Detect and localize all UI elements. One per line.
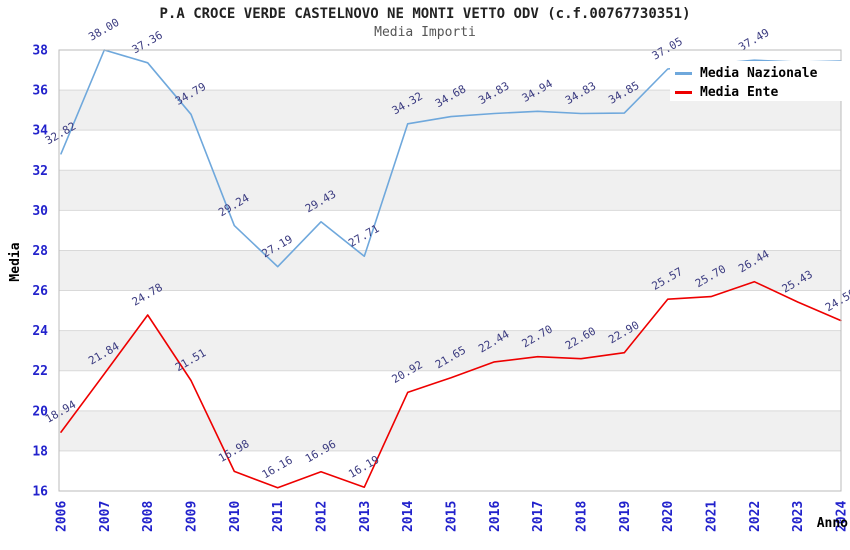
- x-tick-label: 2024: [835, 501, 850, 532]
- x-tick-label: 2017: [531, 501, 546, 532]
- ente-line-swatch-icon: [675, 91, 692, 94]
- x-tick-label: 2011: [271, 501, 286, 532]
- legend-item-nazionale: Media Nazionale: [675, 64, 842, 83]
- ente-line: [60, 280, 842, 489]
- x-tick-label: 2013: [358, 501, 373, 532]
- plot-band: [59, 410, 841, 451]
- y-tick-label: 32: [32, 164, 48, 179]
- plot-band: [59, 290, 841, 331]
- x-tick-label: 2020: [661, 501, 676, 532]
- x-tick-label: 2007: [98, 501, 113, 532]
- y-tick-label: 36: [32, 84, 48, 99]
- chart-subtitle: Media Importi: [374, 25, 476, 40]
- x-tick-label: 2009: [185, 501, 200, 532]
- plot-band: [59, 210, 841, 251]
- y-tick-label: 20: [32, 404, 48, 419]
- plot-band: [59, 450, 841, 491]
- y-tick-label: 16: [32, 485, 48, 500]
- x-tick-label: 2021: [705, 501, 720, 532]
- legend-label-ente: Media Ente: [700, 85, 779, 100]
- y-tick-label: 22: [32, 364, 48, 379]
- x-tick-label: 2022: [748, 501, 763, 532]
- x-tick-label: 2008: [141, 501, 156, 532]
- x-tick-label: 2006: [55, 501, 70, 532]
- x-tick-label: 2016: [488, 501, 503, 532]
- y-tick-label: 28: [32, 244, 48, 259]
- y-tick-label: 30: [32, 204, 48, 219]
- plot-band: [59, 330, 841, 371]
- data-label: 38.00: [86, 16, 121, 44]
- y-tick-label: 18: [32, 444, 48, 459]
- x-tick-label: 2019: [618, 501, 633, 532]
- x-tick-label: 2010: [228, 501, 243, 532]
- nazionale-line-swatch-icon: [675, 72, 692, 75]
- y-tick-label: 34: [32, 124, 48, 139]
- x-tick-label: 2023: [791, 501, 806, 532]
- plot-band: [59, 250, 841, 291]
- legend-label-nazionale: Media Nazionale: [700, 66, 818, 81]
- x-axis-title: Anno: [816, 516, 848, 531]
- y-tick-label: 38: [32, 44, 48, 59]
- x-tick-label: 2012: [315, 501, 330, 532]
- x-tick-label: 2014: [401, 501, 416, 532]
- y-tick-label: 24: [32, 324, 48, 339]
- plot-band: [59, 370, 841, 411]
- x-tick-label: 2015: [445, 501, 460, 532]
- legend: Media Nazionale Media Ente: [670, 61, 842, 101]
- y-axis-title: Media: [8, 242, 23, 282]
- y-tick-label: 26: [32, 284, 48, 299]
- plot-band: [59, 130, 841, 171]
- x-tick-label: 2018: [575, 501, 590, 532]
- chart-title: P.A CROCE VERDE CASTELNOVO NE MONTI VETT…: [159, 6, 691, 22]
- plot-band: [59, 170, 841, 211]
- plot-border: [58, 49, 842, 492]
- legend-item-ente: Media Ente: [675, 83, 842, 102]
